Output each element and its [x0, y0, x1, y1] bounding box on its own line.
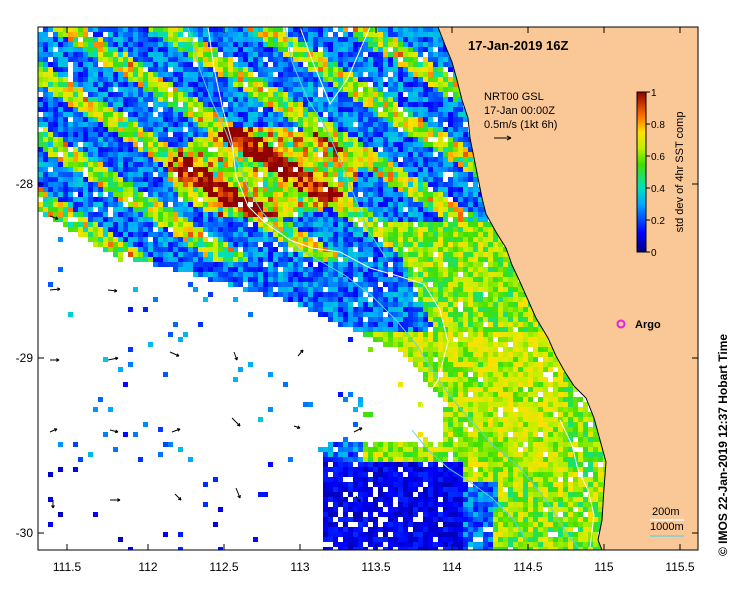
argo-label: Argo	[635, 319, 661, 331]
info-line-scale: 0.5m/s (1kt 6h)	[484, 119, 557, 131]
y-tick-label: -30	[16, 526, 34, 540]
colorbar-tick-label: 0.2	[651, 216, 665, 227]
info-line-date: 17-Jan 00:00Z	[484, 105, 555, 117]
colorbar-tick-label: 0.6	[651, 152, 665, 163]
credit-text: © IMOS 22-Jan-2019 12:37 Hobart Time	[716, 334, 730, 556]
colorbar-tick-label: 0	[651, 248, 657, 259]
x-tick-label: 111.5	[53, 560, 82, 574]
colorbar-label: std dev of 4hr SST comp	[674, 112, 686, 233]
x-tick-label: 113.5	[361, 560, 390, 574]
map-title: 17-Jan-2019 16Z	[468, 38, 569, 53]
legend-200m: 200m	[652, 506, 680, 518]
colorbar	[637, 92, 646, 252]
info-line-product: NRT00 GSL	[484, 91, 544, 103]
x-tick-label: 112	[138, 560, 157, 574]
colorbar-tick-label: 1	[651, 88, 657, 99]
colorbar-tick-label: 0.8	[651, 120, 665, 131]
x-tick-label: 114.5	[513, 560, 542, 574]
x-tick-label: 115	[594, 560, 613, 574]
x-tick-label: 115.5	[665, 560, 694, 574]
x-tick-label: 113	[290, 560, 309, 574]
legend-1000m: 1000m	[650, 521, 684, 533]
colorbar-tick-label: 0.4	[651, 184, 665, 195]
x-tick-label: 114	[442, 560, 461, 574]
y-tick-label: -28	[16, 177, 34, 191]
x-tick-label: 112.5	[209, 560, 238, 574]
y-tick-label: -29	[16, 351, 34, 365]
